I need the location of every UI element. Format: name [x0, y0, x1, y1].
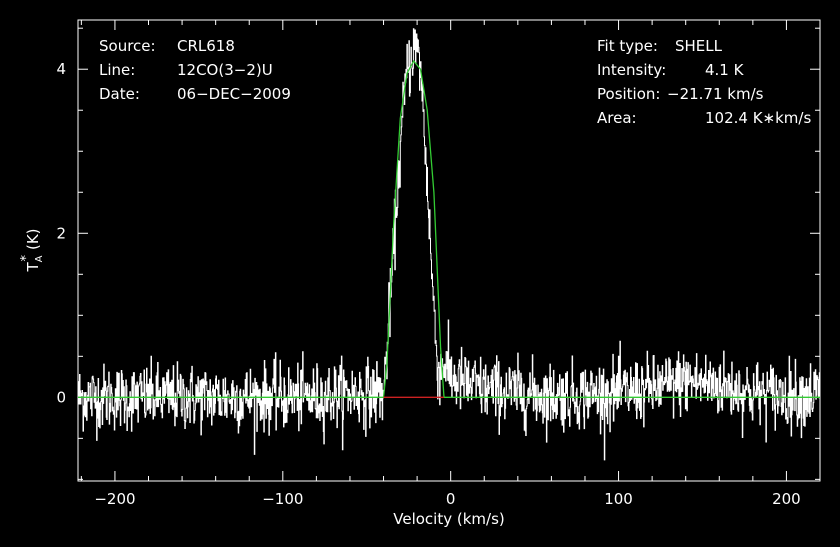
- x-tick-label: −200: [94, 490, 135, 508]
- y-tick-label: 4: [56, 60, 66, 78]
- info-right-value: 4.1 K: [705, 61, 745, 79]
- info-right-value: 102.4 K∗km/s: [705, 109, 811, 127]
- tick-labels: −200 −100 0 100 200 0 2 4: [56, 60, 800, 508]
- svg-text:TA*(K): TA* (K): [19, 228, 45, 272]
- info-right-key: Area:: [597, 109, 637, 127]
- axis-ticks: [78, 20, 821, 481]
- x-tick-label: 200: [772, 490, 801, 508]
- y-tick-label: 2: [56, 224, 66, 242]
- info-annotations: Source: CRL618 Line: 12CO(3−2)U Date: 06−DEC−…: [99, 37, 811, 127]
- info-left-key: Date:: [99, 85, 140, 103]
- info-left-key: Source:: [99, 37, 156, 55]
- info-right-key: Position:: [597, 85, 660, 103]
- x-tick-label: 0: [446, 490, 456, 508]
- plot-frame-group: [77, 19, 821, 482]
- y-axis-label-sup: *: [19, 255, 34, 262]
- info-right-value: −21.71 km/s: [667, 85, 764, 103]
- y-axis-label: TA* (K): [19, 228, 45, 272]
- x-axis-label: Velocity (km/s): [393, 510, 504, 528]
- info-left-value: 06−DEC−2009: [177, 85, 291, 103]
- observed-spectrum-line: [78, 28, 821, 461]
- y-axis-label-unit: (K): [24, 228, 42, 250]
- info-left-value: 12CO(3−2)U: [177, 61, 273, 79]
- info-right-key: Intensity:: [597, 61, 666, 79]
- y-tick-label: 0: [56, 388, 66, 406]
- info-right-value: SHELL: [675, 37, 723, 55]
- plot-frame: [77, 19, 821, 482]
- shell-fit-line: [78, 59, 820, 398]
- x-tick-label: −100: [262, 490, 303, 508]
- y-axis-label-sub: A: [34, 255, 45, 262]
- info-left-key: Line:: [99, 61, 135, 79]
- info-left-value: CRL618: [177, 37, 235, 55]
- series-layer: [78, 28, 821, 461]
- y-axis-label-main: T: [24, 262, 42, 273]
- info-right-key: Fit type:: [597, 37, 658, 55]
- x-tick-label: 100: [604, 490, 633, 508]
